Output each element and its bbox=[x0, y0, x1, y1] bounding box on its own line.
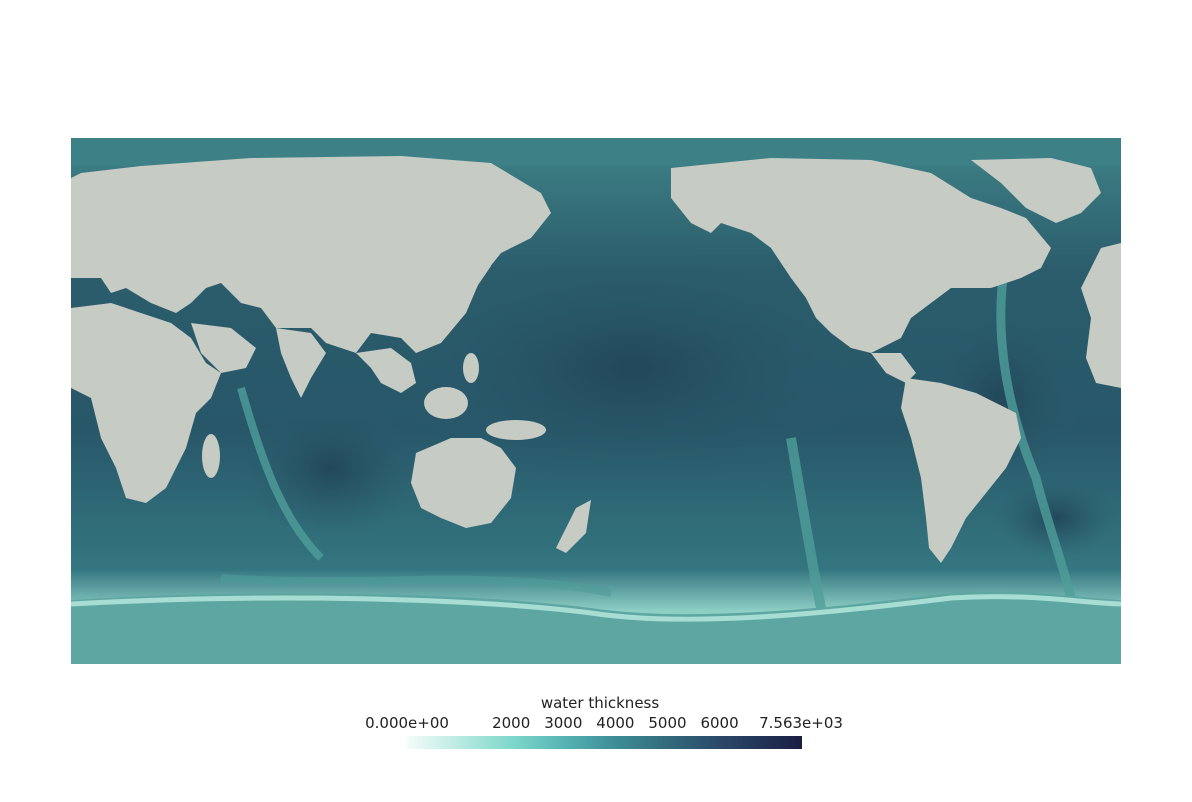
colorbar-tick-label: 6000 bbox=[700, 714, 739, 732]
landmass-madagascar bbox=[202, 434, 220, 478]
colorbar-gradient bbox=[407, 736, 801, 749]
landmass-central-america bbox=[871, 353, 916, 383]
landmass-new-guinea bbox=[486, 420, 546, 440]
water-thickness-map bbox=[71, 138, 1121, 664]
landmass-greenland bbox=[971, 158, 1101, 223]
landmass-philippines bbox=[463, 353, 479, 383]
landmass-africa bbox=[71, 303, 221, 503]
landmass-japan bbox=[456, 258, 491, 298]
colorbar-legend: water thickness 0.000e+00 2000 3000 4000 500… bbox=[340, 690, 860, 770]
landmass-new-zealand bbox=[556, 500, 591, 553]
deep-south-atlantic bbox=[996, 478, 1116, 558]
map-svg bbox=[71, 138, 1121, 664]
colorbar-tick-label: 7.563e+03 bbox=[759, 714, 843, 732]
east-pacific-rise bbox=[786, 437, 826, 609]
colorbar-tick-label: 5000 bbox=[648, 714, 687, 732]
indian-ocean-ridge bbox=[237, 386, 324, 561]
landmass-north-america bbox=[671, 158, 1051, 353]
southern-ridge bbox=[220, 574, 612, 597]
mid-atlantic-ridge bbox=[996, 257, 1076, 600]
colorbar-tick-label: 2000 bbox=[492, 714, 531, 732]
colorbar-title: water thickness bbox=[540, 694, 660, 712]
landmass-indochina bbox=[356, 348, 416, 393]
colorbar-tick-label: 3000 bbox=[544, 714, 583, 732]
landmass-borneo bbox=[424, 387, 468, 419]
landmass-europe-east bbox=[1081, 243, 1121, 388]
colorbar-tick-label: 0.000e+00 bbox=[365, 714, 449, 732]
landmass-arabia bbox=[191, 323, 256, 373]
landmass-eurasia-africa bbox=[71, 156, 551, 353]
colorbar-tick-mark bbox=[800, 736, 802, 749]
landmass-india bbox=[276, 328, 326, 398]
landmass-south-america bbox=[901, 378, 1021, 563]
colorbar-tick-label: 4000 bbox=[596, 714, 635, 732]
antarctic-shelf-edge bbox=[71, 594, 1121, 622]
landmass-australia bbox=[411, 438, 516, 528]
